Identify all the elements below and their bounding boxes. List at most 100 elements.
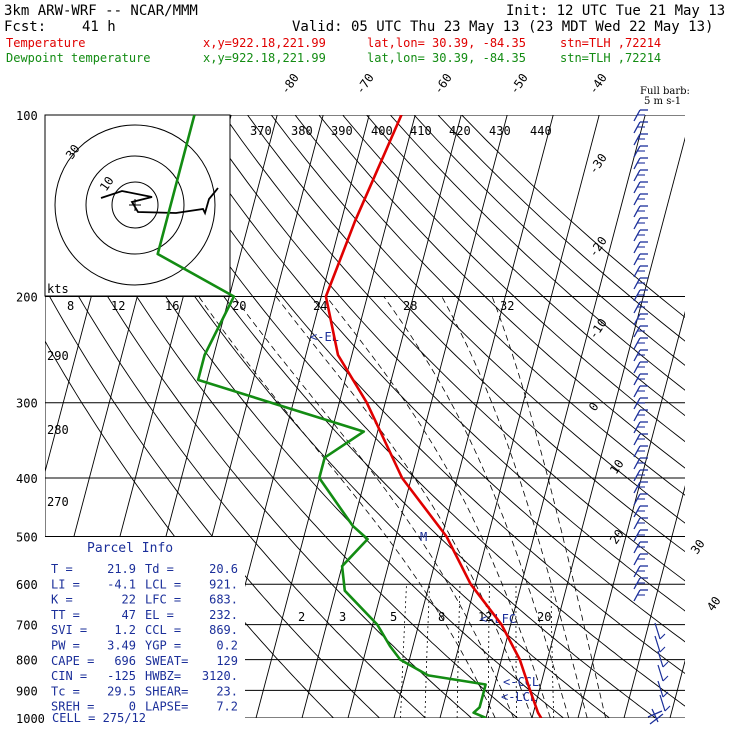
parcel-value: -125 [107,669,136,683]
hodograph-speed-label: 32 [500,299,514,313]
isotherm-label: 30 [688,537,708,557]
wind-barb [659,694,666,712]
fcst-value: 41 h [82,19,116,35]
pressure-tick-label: 700 [16,619,38,633]
theta-label: 370 [250,124,272,138]
hodograph-unit: kts [47,282,69,296]
parcel-value: 47 [122,608,136,622]
theta-low-label: 280 [47,423,69,437]
isotherm [531,136,685,718]
hodograph-speed-label: 12 [111,299,125,313]
isotherm-label: -70 [353,71,377,97]
mixing-ratio-label: 3 [339,610,346,624]
pressure-tick-label: 100 [16,109,38,123]
parcel-cell: CELL = 275/12 [52,711,146,725]
dewpoint-latlon: lat,lon= 30.39, -84.35 [367,51,526,65]
dry-adiabat [318,115,685,469]
isotherm [393,115,554,718]
pressure-tick-label: 600 [16,578,38,592]
parcel-value: 21.9 [107,562,136,576]
parcel-info-title: Parcel Info [87,541,173,556]
mixing-ratio-label: 12 [478,610,492,624]
wind-barb [659,646,666,653]
dry-adiabat [104,115,656,718]
hodograph-ring [111,181,159,229]
isotherm-label: 20 [607,527,627,547]
isotherm-label: 40 [704,594,724,614]
dry-adiabat [223,115,685,582]
parcel-value: 869. [209,623,238,637]
parcel-key: K = [51,593,73,607]
pressure-tick-label: 300 [16,397,38,411]
parcel-key: PW = [51,639,80,653]
wind-barb [654,622,661,640]
wind-barb [654,635,661,653]
hodograph-ring [54,124,216,286]
temperature-stn: stn=TLH ,72214 [560,36,661,50]
isotherm [301,115,462,718]
mixing-ratio-label: 5 [390,610,397,624]
parcel-key: SVI = [51,623,87,637]
hodograph-ring [85,155,185,255]
theta-label: 430 [489,124,511,138]
parcel-key: SWEAT= [145,654,188,668]
isotherm-label: 0 [586,400,602,414]
dry-adiabat [175,115,685,643]
dewpoint-legend: Dewpoint temperature [6,51,151,65]
isotherm-label: -60 [431,71,455,97]
pressure-tick-label: 900 [16,684,38,698]
dry-adiabat [366,115,685,417]
theta-label: 410 [410,124,432,138]
fcst-label: Fcst: [4,19,46,35]
level-marker: <-LCL [501,690,537,704]
theta-label: 390 [331,124,353,138]
theta-low-label: 270 [47,495,69,509]
theta-label: 420 [449,124,471,138]
level-marker: <-CCL [503,675,539,689]
isotherm-label: -30 [586,151,610,177]
parcel-key: SREH = [51,700,94,714]
theta-low-label: 290 [47,349,69,363]
hodograph-ring-label: 30 [63,142,83,162]
parcel-key: Tc = [51,684,80,698]
model-title: 3km ARW-WRF -- NCAR/MMM [4,3,198,19]
wind-barb [662,661,669,668]
dry-adiabat [45,137,518,718]
dry-adiabat [413,115,685,366]
wind-barb [659,633,666,640]
isotherm [623,485,685,718]
parcel-key: CIN = [51,669,87,683]
pressure-tick-label: 500 [16,530,38,544]
dry-adiabat [342,115,685,443]
valid-time: Valid: 05 UTC Thu 23 May 13 (23 MDT Wed … [292,19,713,35]
parcel-value: 683. [209,593,238,607]
parcel-key: LI = [51,577,80,591]
isotherm [669,659,685,718]
hodograph-speed-label: 16 [165,299,179,313]
wind-barb [662,691,669,698]
isotherm-label: -40 [586,71,610,97]
isotherm [347,115,508,718]
theta-label: 400 [371,124,393,138]
pressure-tick-label: 800 [16,654,38,668]
parcel-value: -4.1 [107,577,136,591]
mixing-ratio-label: 20 [537,610,551,624]
moist-adiabat [233,296,514,718]
wind-barb [657,650,664,668]
parcel-key: CAPE = [51,654,94,668]
parcel-value: 23. [216,684,238,698]
parcel-value: 232. [209,608,238,622]
theta-label: 380 [291,124,313,138]
parcel-key: T = [51,562,73,576]
parcel-value: 7.2 [216,700,238,714]
isotherm [485,115,646,718]
hodograph: 10 30 [54,124,219,286]
isotherm-label: 10 [607,457,627,477]
parcel-value: 22 [122,593,136,607]
mixing-ratio-line [456,584,461,718]
wind-barb [657,664,664,682]
dry-adiabat [247,115,685,553]
parcel-key: LFC = [145,593,181,607]
dry-adiabat [294,115,685,496]
dewpoint-xy: x,y=922.18,221.99 [203,51,326,65]
